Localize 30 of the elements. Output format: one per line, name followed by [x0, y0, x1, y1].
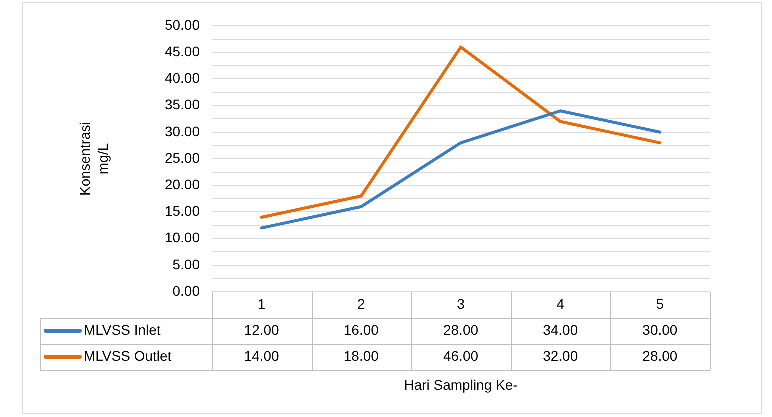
y-tick-label: 20.00 — [164, 176, 200, 192]
data-label: 30.00 — [642, 322, 678, 338]
x-axis-title: Hari Sampling Ke- — [404, 376, 518, 393]
data-label: 32.00 — [543, 348, 578, 364]
y-tick-label: 45.00 — [164, 43, 200, 60]
data-label: 46.00 — [443, 348, 479, 364]
y-tick-label: 10.00 — [164, 230, 200, 246]
data-label: 14.00 — [244, 348, 280, 364]
y-tick-label: 50.00 — [164, 16, 200, 33]
y-tick-label: 30.00 — [164, 123, 200, 140]
y-tick-label: 15.00 — [164, 203, 200, 220]
x-tick-label: 2 — [358, 296, 366, 312]
data-label: 12.00 — [244, 322, 280, 338]
legend-label: MLVSS Outlet — [84, 348, 172, 364]
y-tick-label: 35.00 — [164, 96, 200, 113]
y-tick-label: 40.00 — [164, 70, 200, 86]
x-tick-label: 1 — [258, 296, 266, 312]
x-tick-label: 3 — [457, 296, 466, 312]
y-tick-label: 0.00 — [172, 282, 200, 299]
y-tick-label: 5.00 — [172, 256, 200, 272]
data-label: 16.00 — [344, 322, 380, 338]
data-label: 34.00 — [543, 322, 578, 338]
x-tick-label: 4 — [556, 296, 565, 312]
data-label: 28.00 — [642, 348, 678, 364]
data-label: 28.00 — [443, 322, 479, 338]
x-tick-label: 5 — [656, 296, 664, 312]
y-tick-label: 25.00 — [164, 150, 200, 166]
y-axis-title: Konsentrasi mg/L — [76, 122, 111, 196]
data-label: 18.00 — [344, 348, 380, 364]
legend-label: MLVSS Inlet — [84, 322, 161, 338]
